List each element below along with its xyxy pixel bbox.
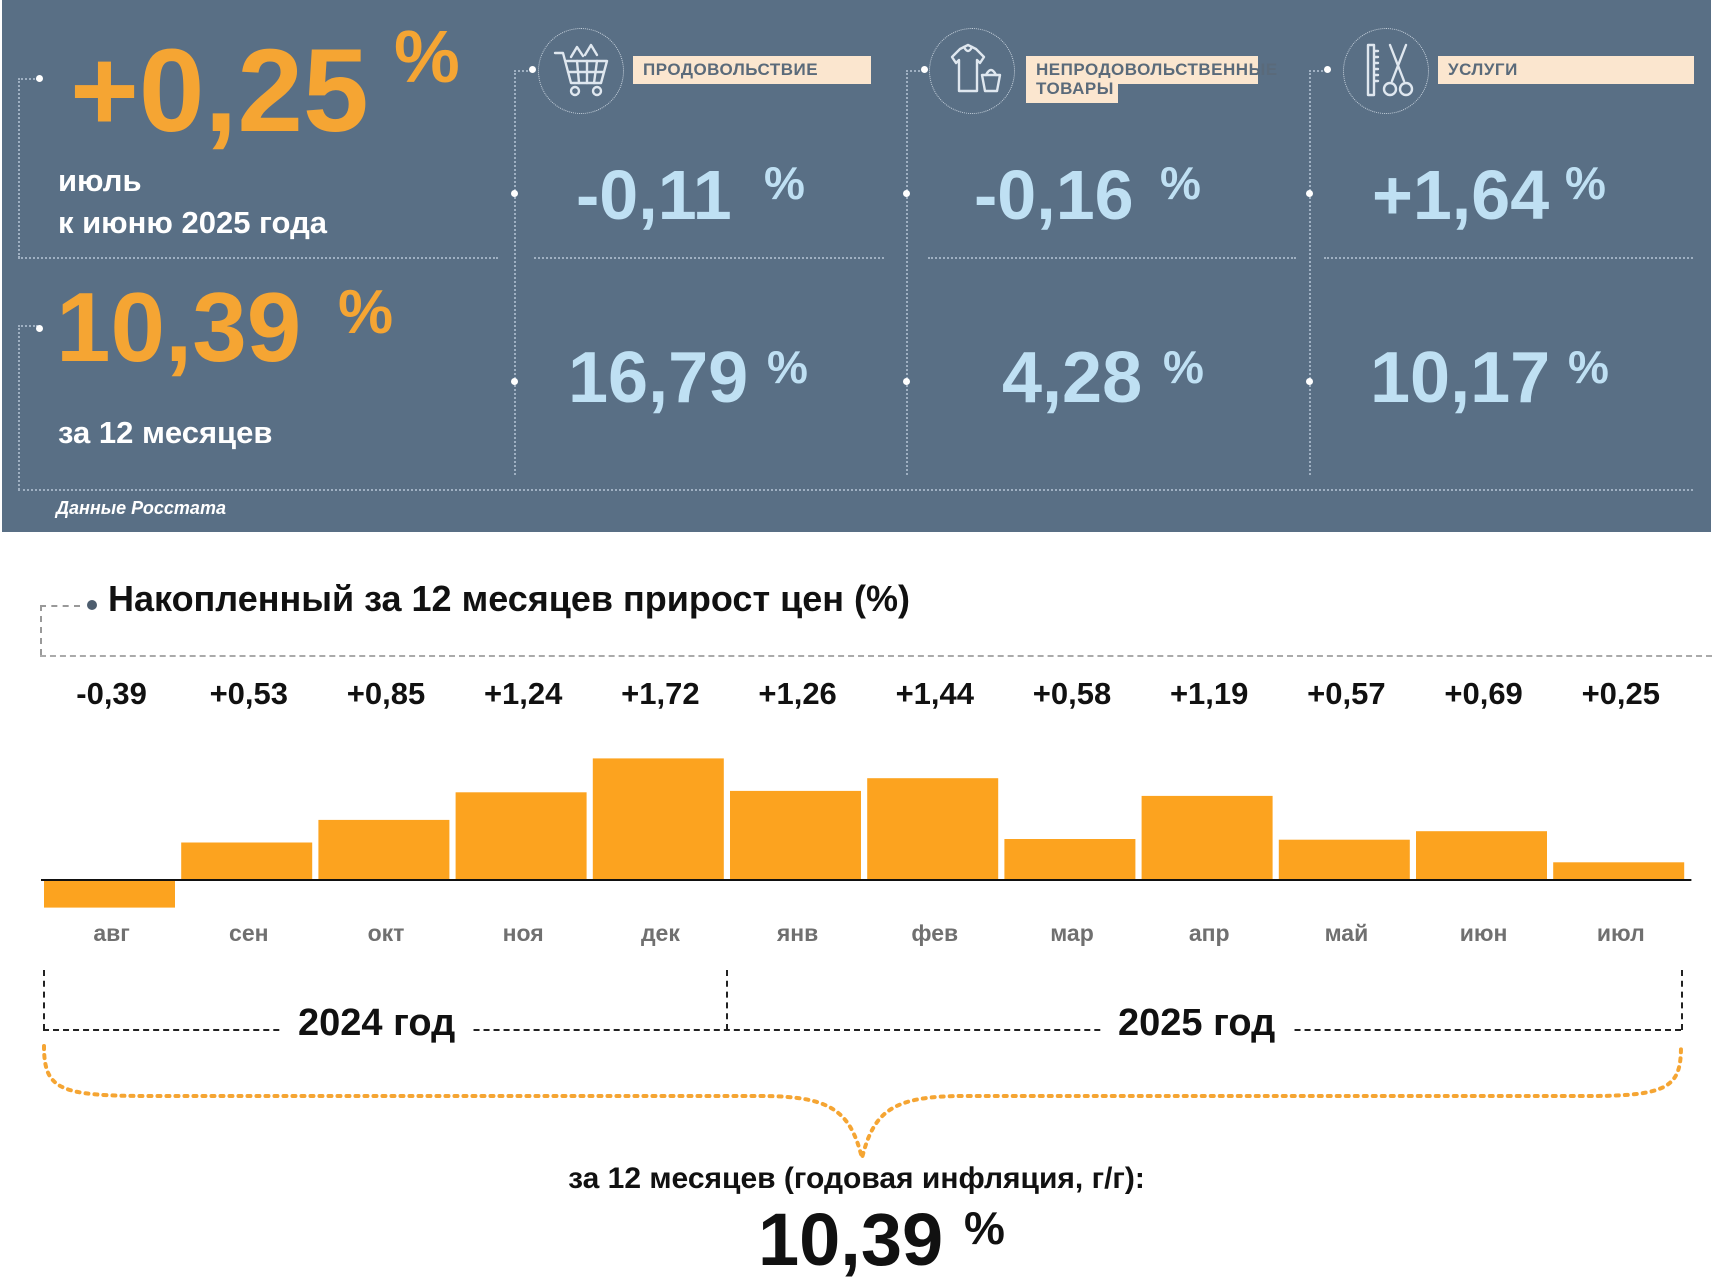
monthly-line2: к июню 2025 года xyxy=(58,204,327,240)
month-label-ноя: ноя xyxy=(502,920,544,946)
value-label-авг: -0,39 xyxy=(76,676,147,711)
month-label-мар: мар xyxy=(1050,920,1094,946)
value-label-окт: +0,85 xyxy=(346,676,426,711)
food-annual-unit: % xyxy=(767,341,808,393)
monthly-line1: июль xyxy=(58,163,142,198)
annual-value: 10,39 xyxy=(56,272,302,382)
category-label-nonfood-2: ТОВАРЫ xyxy=(1026,78,1118,103)
month-label-сен: сен xyxy=(229,920,269,946)
month-label-апр: апр xyxy=(1188,920,1230,946)
source-note: Данные Росстата xyxy=(56,498,226,518)
month-label-июн: июн xyxy=(1459,920,1508,946)
value-label-янв: +1,26 xyxy=(758,676,837,711)
value-label-июн: +0,69 xyxy=(1444,676,1523,711)
bar-июл xyxy=(1553,862,1685,880)
bar-май xyxy=(1278,839,1410,880)
value-label-ноя: +1,24 xyxy=(483,676,563,711)
month-label-фев: фев xyxy=(911,920,959,946)
bar-дек xyxy=(592,758,724,880)
year-label-2024: 2024 год xyxy=(282,1002,472,1045)
summary-panel: +0,25 % июль к июню 2025 года 10,39 % за… xyxy=(2,0,1711,532)
month-label-окт: окт xyxy=(367,920,405,946)
bar-окт xyxy=(318,819,450,880)
services-monthly-value: +1,64 xyxy=(1372,156,1550,234)
bar-ноя xyxy=(455,792,587,880)
bar-мар xyxy=(1004,839,1136,880)
annual-label: за 12 месяцев xyxy=(58,415,273,450)
value-label-июл: +0,25 xyxy=(1581,676,1661,711)
nonfood-monthly-unit: % xyxy=(1160,157,1201,209)
category-label-nonfood-line2: ТОВАРЫ xyxy=(1036,79,1114,98)
brace xyxy=(42,1044,1683,1159)
footer-unit: % xyxy=(964,1202,1005,1254)
year-label-2025: 2025 год xyxy=(1102,1002,1292,1045)
monthly-unit: % xyxy=(394,15,460,98)
bar-апр xyxy=(1141,795,1273,880)
services-annual-value: 10,17 xyxy=(1370,338,1551,418)
value-label-сен: +0,53 xyxy=(209,676,289,711)
category-label-food: ПРОДОВОЛЬСТВИЕ xyxy=(633,56,871,84)
value-label-мар: +0,58 xyxy=(1032,676,1112,711)
services-monthly-unit: % xyxy=(1565,157,1606,209)
nonfood-monthly-value: -0,16 xyxy=(974,156,1134,234)
month-label-июл: июл xyxy=(1596,920,1645,946)
monthly-description: июль к июню 2025 года xyxy=(58,160,327,244)
footer-value: 10,39 xyxy=(758,1198,944,1281)
month-label-янв: янв xyxy=(776,920,819,946)
category-label-services: УСЛУГИ xyxy=(1438,56,1694,84)
clothing-icon xyxy=(929,28,1015,114)
month-label-май: май xyxy=(1324,920,1369,946)
value-label-дек: +1,72 xyxy=(621,676,700,711)
value-label-апр: +1,19 xyxy=(1169,676,1249,711)
bar-фев xyxy=(867,778,999,880)
shopping-cart-icon xyxy=(538,28,624,114)
nonfood-annual-unit: % xyxy=(1163,341,1204,393)
nonfood-annual-value: 4,28 xyxy=(1002,338,1143,418)
bar-сен xyxy=(181,842,313,880)
value-label-фев: +1,44 xyxy=(895,676,975,711)
month-label-авг: авг xyxy=(93,920,130,946)
footer-label: за 12 месяцев (годовая инфляция, г/г): xyxy=(568,1162,1145,1195)
chart-title: Накопленный за 12 месяцев прирост цен (%… xyxy=(108,578,910,619)
food-monthly-value: -0,11 xyxy=(576,156,732,234)
bar-янв xyxy=(730,790,861,880)
category-label-nonfood-line1: НЕПРОДОВОЛЬСТВЕННЫЕ xyxy=(1036,60,1278,79)
value-label-май: +0,57 xyxy=(1307,676,1386,711)
bar-июн xyxy=(1416,831,1547,880)
monthly-value: +0,25 xyxy=(70,25,369,157)
food-annual-value: 16,79 xyxy=(568,338,749,418)
month-label-дек: дек xyxy=(640,920,680,946)
scissors-comb-icon xyxy=(1343,28,1429,114)
services-annual-unit: % xyxy=(1568,341,1609,393)
bar-авг xyxy=(44,880,175,908)
annual-unit: % xyxy=(338,278,394,347)
food-monthly-unit: % xyxy=(764,157,805,209)
